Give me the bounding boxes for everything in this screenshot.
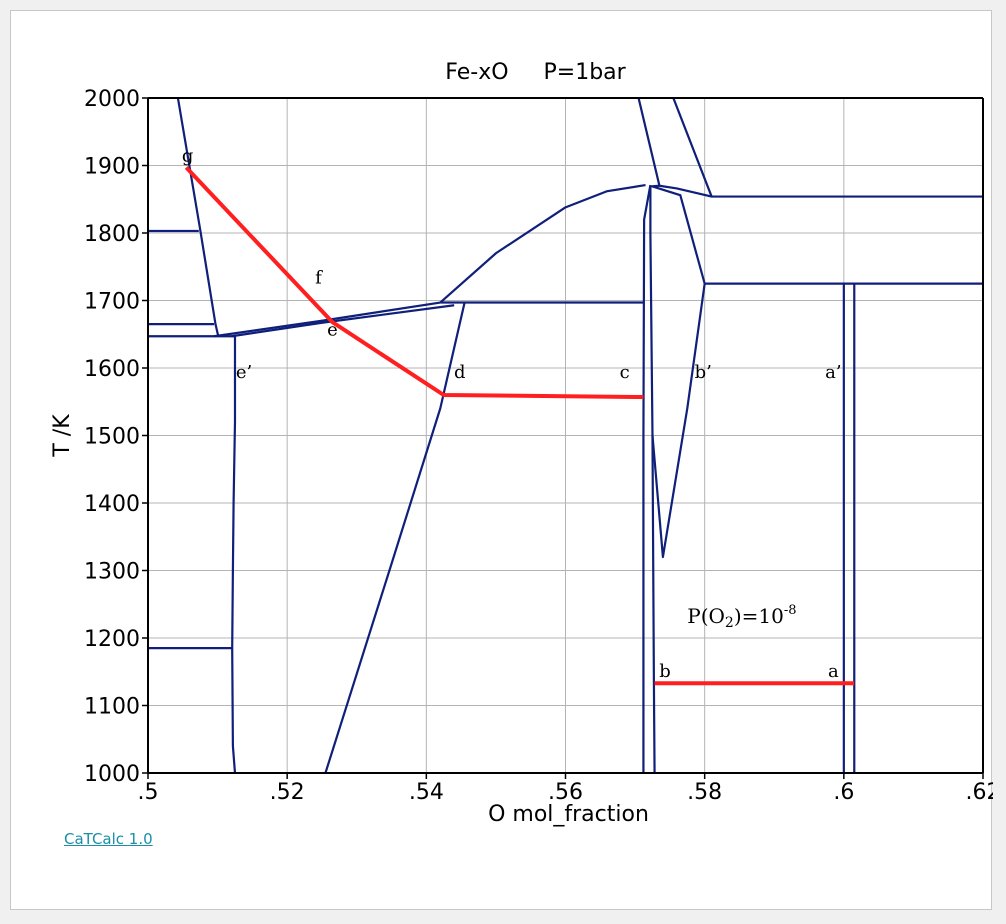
phase-boundary-line (659, 184, 983, 198)
y-tick-label: 1200 (84, 627, 140, 652)
phase-boundary-line (176, 97, 220, 337)
point-label: b’ (695, 362, 712, 383)
pressure-annotation: P(O2)=10-8 (687, 603, 796, 631)
y-tick-label: 1600 (84, 357, 140, 382)
y-tick-label: 1400 (84, 492, 140, 517)
chart-frame: .5 .52 .54 .56 .58 .6 .62 1000 1100 1200 1300 1400 1… (10, 10, 994, 910)
x-tick-label: .56 (548, 780, 583, 805)
x-tick-label: .58 (687, 780, 722, 805)
y-tick-label: 1900 (84, 155, 140, 180)
y-tick-label: 1800 (84, 222, 140, 247)
point-label: e’ (236, 362, 252, 383)
y-tick-label: 2000 (84, 87, 140, 112)
point-label: a’ (825, 362, 841, 383)
x-tick-label: .62 (966, 780, 994, 805)
point-label: e (327, 320, 338, 341)
phase-boundary-line (637, 97, 661, 187)
point-label: f (315, 268, 323, 289)
phase-boundary-line (213, 301, 441, 338)
x-tick-label: .5 (138, 780, 159, 805)
x-axis-label: O mol_fraction (488, 802, 649, 827)
phase-diagram: .5 .52 .54 .56 .58 .6 .62 1000 1100 1200 1300 1400 1… (50, 60, 994, 827)
catcalc-link[interactable]: CaTCalc 1.0 (64, 830, 153, 848)
y-tick-label: 1100 (84, 695, 140, 720)
point-label: b (659, 661, 671, 682)
y-axis-label: T /K (50, 414, 75, 458)
x-tick-label: .52 (270, 780, 305, 805)
reaction-path-line (184, 166, 644, 400)
phase-boundary-line (324, 302, 466, 774)
x-tick-label: .54 (409, 780, 444, 805)
y-tick-label: 1700 (84, 290, 140, 315)
point-label: a (828, 661, 839, 682)
x-tick-label: .6 (833, 780, 854, 805)
phase-boundary-line (649, 184, 660, 774)
phase-boundary-line (231, 304, 455, 338)
phase-boundary-line (651, 283, 706, 559)
point-label: d (454, 362, 466, 383)
phase-boundary-line (672, 97, 713, 197)
phase-boundary-line (231, 336, 237, 774)
y-tick-label: 1500 (84, 425, 140, 450)
point-label: c (620, 362, 630, 383)
y-tick-label: 1000 (84, 762, 140, 787)
point-label: g (182, 145, 194, 166)
phase-boundary-line (652, 185, 706, 284)
phase-boundary-line (439, 183, 646, 304)
chart-title: Fe-xO P=1bar (445, 60, 626, 85)
y-tick-label: 1300 (84, 560, 140, 585)
phase-boundary-line (642, 184, 652, 773)
